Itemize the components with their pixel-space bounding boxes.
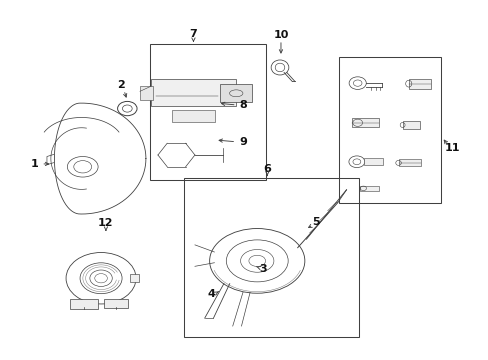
Text: 7: 7 [189,28,197,39]
Text: 9: 9 [239,138,246,148]
Bar [70,299,98,309]
Bar [220,85,252,102]
Text: 6: 6 [263,163,271,174]
Text: 12: 12 [97,218,112,228]
Bar [129,274,138,282]
Text: 1: 1 [31,159,38,169]
Text: 3: 3 [259,264,266,274]
Bar [104,299,128,308]
Text: 10: 10 [273,30,288,40]
Bar [402,121,419,129]
Bar [339,57,441,203]
Text: 8: 8 [239,100,246,110]
Bar [359,186,379,191]
Text: 5: 5 [311,217,319,227]
Text: 4: 4 [207,289,215,299]
Bar [183,178,358,337]
Bar [408,79,430,89]
Bar [398,159,420,166]
Bar [172,110,214,122]
Text: 11: 11 [444,143,459,153]
Bar [149,44,266,180]
Bar [150,78,236,106]
Bar [351,118,378,127]
Bar [140,86,153,100]
Text: 2: 2 [117,80,124,90]
Bar [364,158,382,165]
